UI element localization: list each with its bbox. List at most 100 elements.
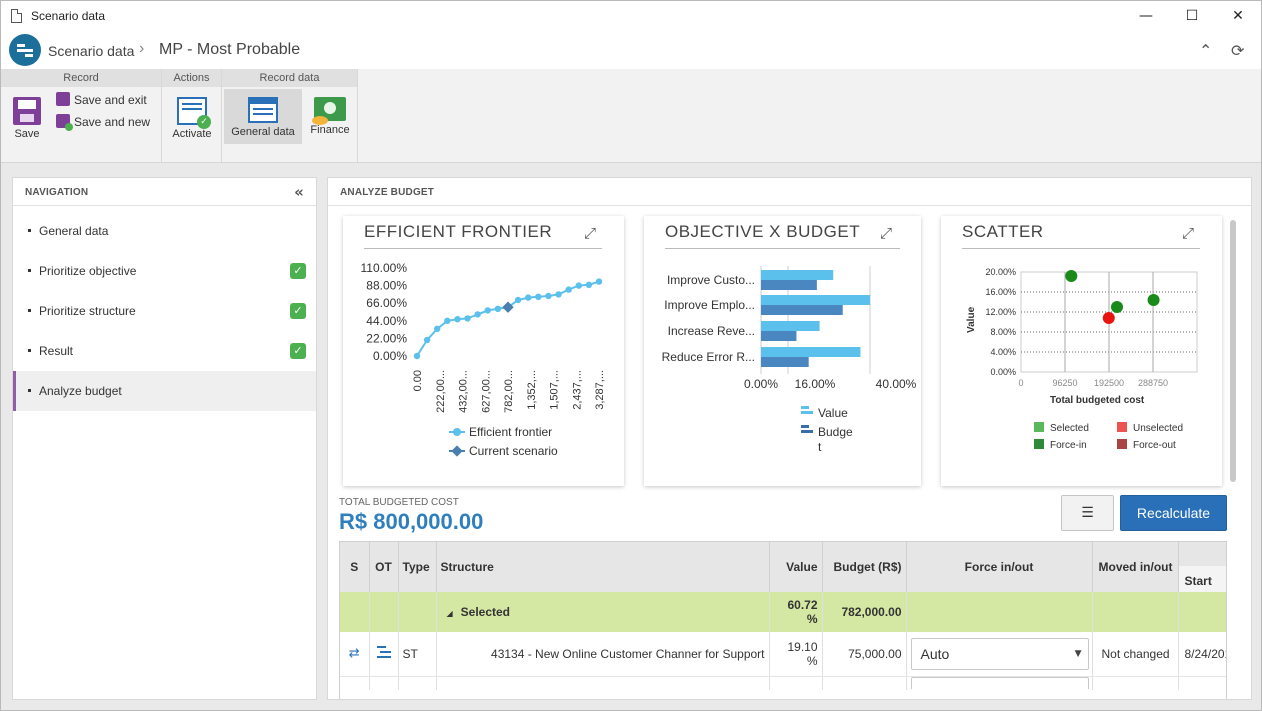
save-exit-icon (56, 92, 70, 106)
legend-label: Unselected (1133, 423, 1183, 434)
col-header-value[interactable]: Value (769, 542, 823, 592)
ribbon-toolbar: Record Save Save and exit Save and new A… (1, 69, 1261, 163)
list-icon: ☰ (1081, 505, 1094, 521)
frontier-point[interactable] (514, 296, 522, 304)
swap-icon[interactable]: ⇄ (348, 646, 360, 662)
y-tick-label: 16.00% (985, 287, 1016, 297)
save-button[interactable]: Save (7, 91, 47, 143)
legend-marker-value (801, 411, 813, 414)
close-button[interactable]: ✕ (1232, 8, 1244, 24)
document-icon (11, 9, 22, 23)
row-start: 8/24/201 (1178, 632, 1226, 677)
frontier-point[interactable] (474, 311, 481, 318)
scrollbar[interactable] (1230, 220, 1236, 482)
col-header-moved[interactable]: Moved in/out (1092, 542, 1179, 592)
frontier-point[interactable] (525, 294, 532, 301)
row-structure: 43134 - New Online Customer Channer for … (436, 632, 770, 677)
current-scenario-point[interactable] (502, 301, 514, 313)
value-bar[interactable] (761, 347, 861, 357)
nav-item-general-data[interactable]: General data (13, 211, 316, 251)
expand-icon[interactable]: ⤢ (1182, 224, 1195, 242)
navigation-title-text: NAVIGATION (25, 187, 89, 198)
frontier-point[interactable] (444, 317, 451, 324)
legend-label: Force-in (1050, 440, 1087, 451)
finance-button[interactable]: Finance (305, 91, 355, 143)
frontier-point[interactable] (494, 305, 502, 312)
table-group-row[interactable]: ◢ Selected 60.72 % 782,000.00 (340, 592, 1226, 632)
y-tick-label: 12.00% (985, 307, 1016, 317)
value-bar[interactable] (761, 321, 820, 331)
budget-table: S OT Type Structure Value Budget (R$) Fo… (339, 541, 1227, 699)
col-header-s[interactable]: S (340, 542, 370, 592)
value-bar[interactable] (761, 270, 834, 280)
y-tick-label: 0.00% (990, 367, 1016, 377)
budget-bar[interactable] (761, 331, 797, 341)
legend-label-frontier: Efficient frontier (469, 425, 552, 439)
frontier-point[interactable] (545, 292, 552, 300)
frontier-point[interactable] (565, 286, 572, 293)
y-tick-label: 20.00% (985, 267, 1016, 277)
expand-icon[interactable]: ⤢ (880, 224, 893, 242)
minimize-button[interactable]: — (1139, 8, 1153, 24)
refresh-icon[interactable]: ⟳ (1231, 41, 1245, 60)
budget-bar[interactable] (761, 305, 843, 315)
collapse-triangle-icon[interactable]: ◢ (446, 609, 453, 618)
frontier-point[interactable] (555, 291, 562, 298)
budget-bar[interactable] (761, 280, 817, 290)
scatter-point[interactable] (1065, 270, 1078, 282)
frontier-point[interactable] (585, 281, 593, 288)
scatter-card: SCATTER ⤢ 20.00% 16.00% 12.00% 8.00% 4.00% 0.… (941, 216, 1222, 486)
nav-item-prioritize-objective[interactable]: Prioritize objective ✓ (13, 251, 316, 291)
chart-legend: Value Budge t (801, 406, 853, 454)
force-select[interactable] (910, 676, 1089, 689)
frontier-point[interactable] (413, 352, 421, 360)
breadcrumb-root[interactable]: Scenario data (48, 43, 135, 59)
frontier-point[interactable] (595, 278, 603, 285)
collapse-up-icon[interactable]: ⌃ (1199, 41, 1213, 60)
activate-button[interactable]: ✓ Activate (166, 91, 218, 143)
table-row[interactable] (340, 676, 1226, 690)
budget-bar[interactable] (761, 357, 809, 367)
scatter-point[interactable] (1111, 301, 1123, 313)
legend-label-current: Current scenario (469, 444, 558, 458)
row-moved: Not changed (1092, 632, 1179, 677)
objective-x-budget-chart: Improve Custo... Improve Emplo... Increase… (662, 266, 917, 454)
recalculate-button[interactable]: Recalculate (1120, 495, 1227, 531)
ribbon-group-label: Record data (222, 69, 357, 87)
col-header-ot[interactable]: OT (369, 542, 399, 592)
save-and-exit-button[interactable]: Save and exit (56, 92, 147, 107)
frontier-point[interactable] (575, 282, 582, 289)
frontier-point[interactable] (484, 307, 491, 314)
scatter-point[interactable] (1147, 294, 1160, 306)
force-select[interactable]: Auto ▼ (910, 637, 1089, 670)
save-and-new-button[interactable]: Save and new (56, 114, 150, 131)
general-data-button[interactable]: General data (224, 89, 302, 144)
nav-item-analyze-budget[interactable]: Analyze budget (13, 371, 316, 411)
col-header-force[interactable]: Force in/out (906, 542, 1093, 592)
frontier-point[interactable] (454, 316, 461, 323)
frontier-point[interactable] (434, 325, 441, 332)
col-header-start[interactable]: Start (1178, 542, 1226, 592)
x-tick-label: 0.00% (744, 377, 778, 391)
table-row[interactable]: ⇄ ST 43134 - New Online Customer Channer… (340, 632, 1226, 677)
expand-icon[interactable]: ⤢ (584, 224, 597, 242)
nav-item-result[interactable]: Result ✓ (13, 331, 316, 371)
maximize-button[interactable]: ☐ (1185, 8, 1199, 24)
category-label: Improve Emplo... (664, 298, 755, 312)
list-view-button[interactable]: ☰ (1061, 495, 1114, 531)
col-header-budget[interactable]: Budget (R$) (822, 542, 907, 592)
legend-swatch (1034, 439, 1044, 449)
col-header-structure[interactable]: Structure (436, 542, 770, 592)
nav-item-prioritize-structure[interactable]: Prioritize structure ✓ (13, 291, 316, 331)
frontier-point[interactable] (535, 293, 542, 300)
value-bar[interactable] (761, 295, 870, 305)
legend-marker-frontier (453, 428, 461, 436)
col-header-type[interactable]: Type (398, 542, 437, 592)
y-tick-label: 4.00% (990, 347, 1016, 357)
frontier-point[interactable] (423, 336, 431, 344)
x-tick-label: 222,00... (435, 370, 447, 413)
scatter-point[interactable] (1102, 312, 1115, 324)
frontier-point[interactable] (464, 315, 471, 322)
collapse-left-icon[interactable]: « (294, 183, 304, 201)
svg-text:t: t (818, 440, 822, 454)
